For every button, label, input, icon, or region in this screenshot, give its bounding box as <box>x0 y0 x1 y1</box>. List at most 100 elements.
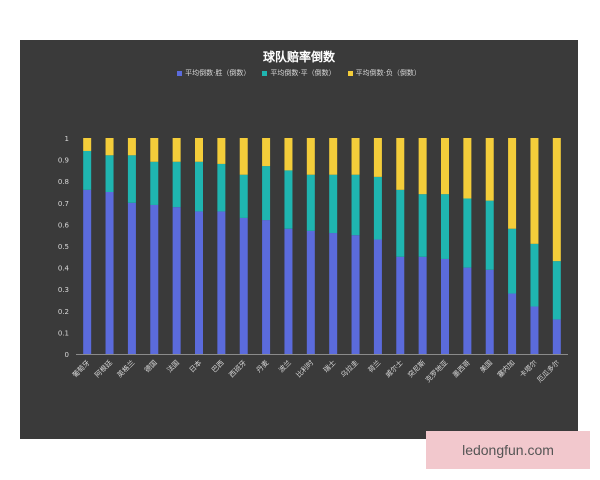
bar-segment-draw <box>463 198 472 268</box>
chart-panel: 球队赔率倒数 平均倒数·胜（倒数） 平均倒数·平（倒数） 平均倒数·负（倒数） … <box>20 40 578 439</box>
legend-item-draw[interactable]: 平均倒数·平（倒数） <box>262 68 336 78</box>
y-tick-label: 0 <box>65 351 69 359</box>
legend-swatch-win <box>177 70 183 76</box>
y-tick-label: 0.7 <box>58 200 69 208</box>
legend-label-win: 平均倒数·胜（倒数） <box>185 69 251 77</box>
bar-segment-lose <box>217 138 226 164</box>
bar-segment-draw <box>239 174 248 218</box>
bar-segment-draw <box>105 155 114 192</box>
bar-segment-lose <box>262 138 271 167</box>
y-tick-label: 0.5 <box>58 243 69 251</box>
x-tick-label: 乌拉圭 <box>339 358 360 379</box>
watermark: ledongfun.com <box>426 431 590 469</box>
bar-segment-draw <box>172 161 181 208</box>
bar-segment-draw <box>396 189 405 257</box>
bar-segment-draw <box>83 150 92 190</box>
bar-segment-lose <box>127 138 136 156</box>
y-tick-label: 0.6 <box>58 221 70 229</box>
bar-segment-win <box>127 202 136 354</box>
x-tick-label: 卡塔尔 <box>518 358 539 379</box>
x-tick-label: 阿根廷 <box>93 358 114 379</box>
x-tick-label: 波兰 <box>277 358 293 374</box>
bar-segment-draw <box>306 174 315 231</box>
bar-segment-win <box>530 306 539 354</box>
bar-segment-lose <box>172 138 181 162</box>
bar-segment-lose <box>463 138 472 199</box>
bar-segment-win <box>217 211 226 354</box>
bar-segment-win <box>172 207 181 354</box>
x-tick-label: 克罗地亚 <box>423 358 449 384</box>
bar-segment-win <box>83 189 92 354</box>
legend-swatch-draw <box>262 70 268 76</box>
bar-segment-draw <box>552 261 561 320</box>
y-tick-label: 0.3 <box>58 286 69 294</box>
legend-item-lose[interactable]: 平均倒数·负（倒数） <box>347 68 421 78</box>
x-tick-label: 墨西哥 <box>451 359 472 380</box>
x-tick-label: 威尔士 <box>383 358 404 379</box>
y-tick-label: 0.8 <box>58 178 69 186</box>
bar-segment-draw <box>195 161 203 212</box>
bar-segment-win <box>150 204 159 354</box>
bar-segment-lose <box>396 138 405 190</box>
bar-segment-lose <box>373 138 382 177</box>
bar-segment-win <box>284 228 293 354</box>
bar-chart-plot: 0 0.1 0.2 0.3 0.4 0.5 0.6 0.7 0.8 0.9 1 葡萄牙 阿根廷 英格兰 德国… <box>58 135 568 384</box>
x-tick-label: 葡萄牙 <box>70 358 91 379</box>
x-tick-label: 法国 <box>165 358 181 374</box>
bar-segment-lose <box>105 138 114 156</box>
bar-segment-draw <box>284 170 293 229</box>
y-tick-label: 0.2 <box>58 308 69 316</box>
bar-segment-lose <box>329 138 338 175</box>
bar-segment-lose <box>239 138 248 175</box>
bar-segment-win <box>441 258 449 354</box>
x-tick-label: 荷兰 <box>366 358 382 374</box>
bar-segment-lose <box>485 138 494 201</box>
bar-segment-win <box>105 192 114 354</box>
y-tick-label: 0.9 <box>58 157 69 165</box>
bar-segment-draw <box>217 163 226 212</box>
bar-segment-lose <box>306 138 315 175</box>
bar-segment-draw <box>127 155 136 203</box>
y-tick-label: 1 <box>65 135 69 143</box>
x-tick-label: 丹麦 <box>254 358 270 374</box>
x-tick-label: 德国 <box>142 358 158 374</box>
y-tick-label: 0.1 <box>58 329 69 337</box>
bar-segment-win <box>463 267 472 354</box>
bar-segment-draw <box>150 161 159 205</box>
bar-segment-lose <box>284 138 293 171</box>
x-tick-label: 巴西 <box>210 359 226 375</box>
bar-segment-draw <box>530 243 539 307</box>
bar-segment-win <box>351 235 360 354</box>
bar-segment-draw <box>418 194 427 257</box>
bar-segment-lose <box>351 138 360 175</box>
bar-segment-win <box>239 217 248 354</box>
legend-swatch-lose <box>347 70 353 76</box>
bar-segment-win <box>396 256 405 354</box>
x-tick-label: 比利时 <box>294 358 315 379</box>
legend-label-lose: 平均倒数·负（倒数） <box>355 69 421 77</box>
legend: 平均倒数·胜（倒数） 平均倒数·平（倒数） 平均倒数·负（倒数） <box>20 68 578 78</box>
chart-title: 球队赔率倒数 <box>262 50 335 64</box>
bar-segment-draw <box>508 228 517 294</box>
y-tick-label: 0.4 <box>58 265 70 273</box>
legend-label-draw: 平均倒数·平（倒数） <box>270 69 336 77</box>
x-tick-label: 美国 <box>478 358 494 374</box>
bar-segment-win <box>329 233 338 354</box>
x-tick-label: 突尼斯 <box>406 358 427 379</box>
bar-segment-win <box>552 319 561 354</box>
legend-item-win[interactable]: 平均倒数·胜（倒数） <box>177 68 250 78</box>
x-tick-label: 西班牙 <box>227 358 248 379</box>
bar-segment-lose <box>441 138 449 195</box>
bar-segment-lose <box>508 138 517 229</box>
bar-segment-draw <box>262 166 271 221</box>
bar-segment-lose <box>530 138 539 244</box>
x-tick-label: 瑞士 <box>321 358 337 374</box>
bar-segment-win <box>373 239 382 354</box>
bar-segment-draw <box>351 174 360 236</box>
bar-segment-lose <box>83 138 92 151</box>
bar-segment-draw <box>485 200 494 270</box>
bar-segment-lose <box>418 138 427 195</box>
bar-segment-draw <box>329 174 338 234</box>
bar-segment-win <box>262 220 271 354</box>
x-tick-label: 日本 <box>187 358 203 374</box>
